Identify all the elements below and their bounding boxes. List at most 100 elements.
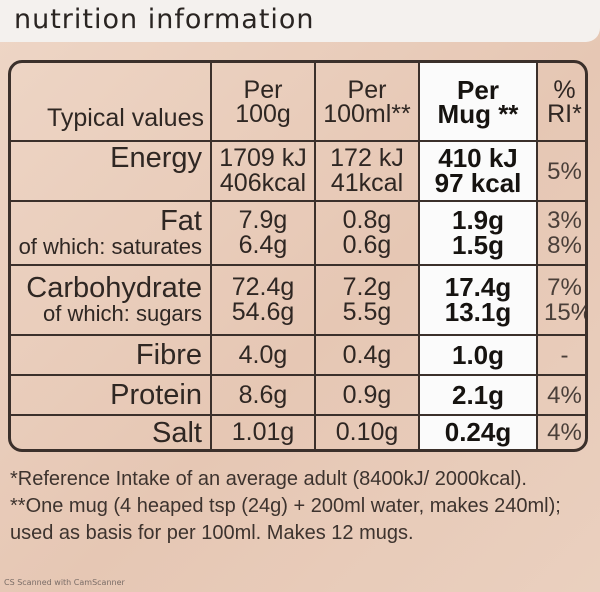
cell-per-100g: 72.4g 54.6g xyxy=(210,264,316,336)
value: 6.4g xyxy=(238,231,288,259)
value: 72.4g xyxy=(231,273,295,301)
value: 0.24g xyxy=(444,417,512,447)
value: 406kcal xyxy=(219,169,307,197)
header-ri-line1: % xyxy=(553,75,576,104)
cell-per-100g: 8.6g xyxy=(210,374,316,416)
value: 13.1g xyxy=(444,297,512,327)
table-row-carbohydrate: Carbohydrate of which: sugars 72.4g 54.6g … xyxy=(11,264,588,336)
row-label-sub: of which: saturates xyxy=(18,234,202,259)
nutrition-table: Typical values Per 100g Per 100ml** Per … xyxy=(8,60,588,452)
cell-ri: 4% xyxy=(536,414,585,449)
row-label: Fat of which: saturates xyxy=(11,200,212,266)
value: 0.10g xyxy=(335,418,399,446)
value: 1.01g xyxy=(231,418,295,446)
page-title: nutrition information xyxy=(14,4,315,35)
cell-ri: 7% 15% xyxy=(536,264,588,336)
cell-per-mug: 0.24g xyxy=(418,414,538,449)
value: 1709 kJ xyxy=(219,144,307,172)
value: 2.1g xyxy=(451,379,505,410)
header-per-100g-line1: Per xyxy=(243,75,283,104)
value: 0.8g xyxy=(342,206,392,234)
cell-ri: 3% 8% xyxy=(536,200,585,266)
row-label-main: Energy xyxy=(110,142,202,174)
value: 54.6g xyxy=(231,298,295,326)
header-per-100g: Per 100g xyxy=(210,63,316,142)
row-label-main: Salt xyxy=(152,416,202,449)
cell-per-100ml: 7.2g 5.5g xyxy=(314,264,420,336)
cell-per-100g: 7.9g 6.4g xyxy=(210,200,316,266)
value: 7.9g xyxy=(238,206,288,234)
cell-per-100ml: 0.4g xyxy=(314,334,420,376)
header-per-100g-line2: 100g xyxy=(235,99,291,128)
footnotes: *Reference Intake of an average adult (8… xyxy=(10,466,595,547)
cell-per-mug: 410 kJ 97 kcal xyxy=(418,140,538,202)
cell-per-100g: 4.0g xyxy=(210,334,316,376)
table-row-energy: Energy 1709 kJ 406kcal 172 kJ 41kcal 410 k… xyxy=(11,140,585,202)
cell-ri: - xyxy=(536,334,585,376)
cell-per-100ml: 0.9g xyxy=(314,374,420,416)
value: 7.2g xyxy=(342,273,392,301)
value: 97 kcal xyxy=(434,168,522,198)
table-row-fat: Fat of which: saturates 7.9g 6.4g 0.8g 0.6g… xyxy=(11,200,585,266)
value: 0.9g xyxy=(342,380,392,409)
table-row-fibre: Fibre 4.0g 0.4g 1.0g - xyxy=(11,334,585,376)
value: 0.4g xyxy=(342,340,392,369)
value: 172 kJ xyxy=(330,144,404,172)
scanner-watermark: CS Scanned with CamScanner xyxy=(4,578,125,587)
value: 4.0g xyxy=(238,340,288,369)
table-row-salt: Salt 1.01g 0.10g 0.24g 4% xyxy=(11,414,585,449)
value: 410 kJ xyxy=(438,143,518,173)
value: 8.6g xyxy=(238,380,288,409)
value: 4% xyxy=(547,419,582,446)
header-ri-line2: RI* xyxy=(547,99,582,128)
cell-per-100g: 1709 kJ 406kcal xyxy=(210,140,316,202)
cell-per-mug: 2.1g xyxy=(418,374,538,416)
cell-per-100ml: 172 kJ 41kcal xyxy=(314,140,420,202)
footnote-reference-intake: *Reference Intake of an average adult (8… xyxy=(10,468,527,490)
value: 8% xyxy=(547,232,582,259)
header-per-mug-line2: Mug ** xyxy=(437,98,519,129)
row-label: Protein xyxy=(11,374,212,416)
cell-ri: 4% xyxy=(536,374,585,416)
cell-per-mug: 1.0g xyxy=(418,334,538,376)
cell-per-mug: 1.9g 1.5g xyxy=(418,200,538,266)
value: 15% xyxy=(544,299,588,326)
row-label: Carbohydrate of which: sugars xyxy=(11,264,212,336)
value: 1.5g xyxy=(451,230,505,260)
table-row-protein: Protein 8.6g 0.9g 2.1g 4% xyxy=(11,374,585,416)
header-per-mug: Per Mug ** xyxy=(418,63,538,142)
title-banner: nutrition information xyxy=(0,0,600,42)
header-typical-values: Typical values xyxy=(11,63,212,142)
value: 0.6g xyxy=(342,231,392,259)
value: 5% xyxy=(547,157,582,185)
table-header-row: Typical values Per 100g Per 100ml** Per … xyxy=(11,63,585,142)
cell-per-100g: 1.01g xyxy=(210,414,316,449)
cell-ri: 5% xyxy=(536,140,585,202)
row-label-main: Fat xyxy=(160,205,202,237)
row-label-sub: of which: sugars xyxy=(43,301,202,326)
row-label: Salt xyxy=(11,414,212,449)
header-per-100ml-line2: 100ml** xyxy=(323,99,411,128)
cell-per-mug: 17.4g 13.1g xyxy=(418,264,538,336)
value: 7% xyxy=(547,274,582,301)
row-label-main: Carbohydrate xyxy=(26,272,202,304)
cell-per-100ml: 0.10g xyxy=(314,414,420,449)
value: 4% xyxy=(547,381,582,409)
cell-per-100ml: 0.8g 0.6g xyxy=(314,200,420,266)
header-ri: % RI* xyxy=(536,63,585,142)
row-label-main: Protein xyxy=(110,379,202,411)
value: 1.0g xyxy=(451,339,505,370)
row-label: Fibre xyxy=(11,334,212,376)
value: 1.9g xyxy=(451,205,505,235)
row-label-main: Fibre xyxy=(135,339,202,371)
value: 3% xyxy=(547,207,582,234)
value: 5.5g xyxy=(342,298,392,326)
header-per-100ml-line1: Per xyxy=(347,75,387,104)
header-per-mug-line1: Per xyxy=(457,74,499,105)
value: 41kcal xyxy=(330,169,404,197)
value: 17.4g xyxy=(444,272,512,302)
row-label: Energy xyxy=(11,140,212,202)
value: - xyxy=(560,341,569,369)
header-per-100ml: Per 100ml** xyxy=(314,63,420,142)
